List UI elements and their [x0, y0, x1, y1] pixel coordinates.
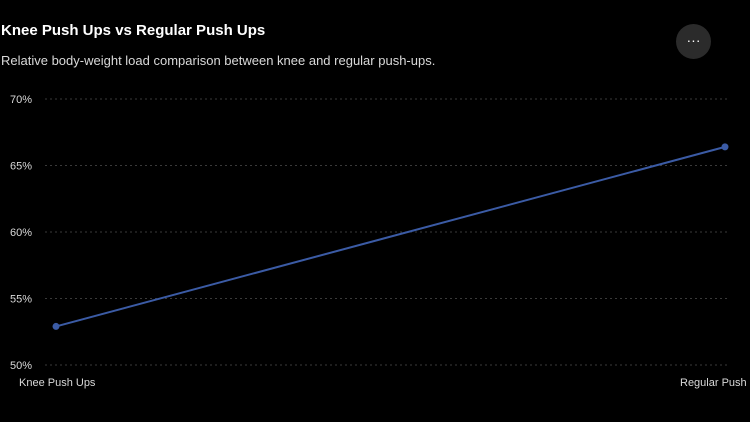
y-tick-label: 50% — [10, 360, 32, 372]
more-options-button[interactable]: ··· — [676, 24, 711, 59]
series-line — [55, 145, 726, 328]
chart-title: Knee Push Ups vs Regular Push Ups — [1, 22, 266, 39]
y-tick-label: 55% — [10, 294, 32, 306]
data-point — [52, 322, 60, 330]
x-tick-label: Knee Push Ups — [19, 377, 96, 389]
y-tick-label: 70% — [10, 94, 32, 106]
y-tick-label: 65% — [10, 161, 32, 173]
x-tick-label: Regular Push — [680, 377, 747, 389]
y-tick-label: 60% — [10, 227, 32, 239]
more-horizontal-icon: ··· — [686, 31, 701, 48]
chart-subtitle: Relative body-weight load comparison bet… — [1, 53, 436, 68]
data-point — [721, 143, 729, 151]
